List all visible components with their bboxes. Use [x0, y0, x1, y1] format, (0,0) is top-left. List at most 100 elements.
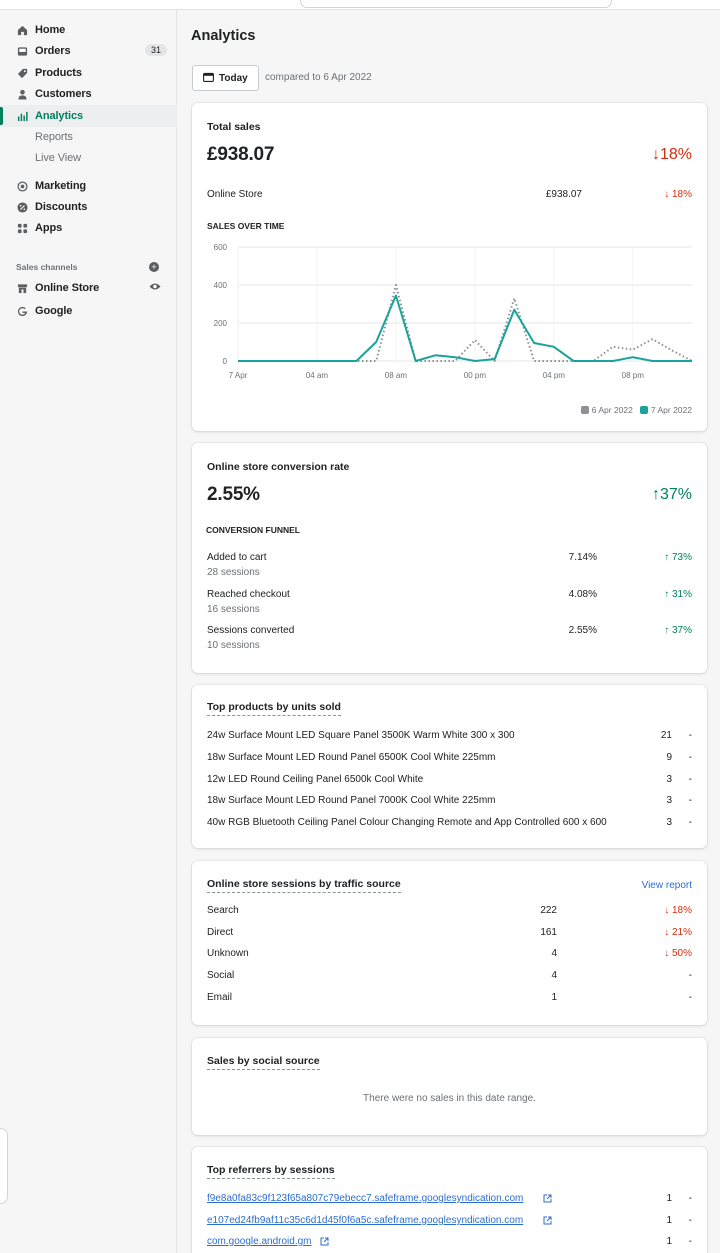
product-change: -: [688, 730, 692, 741]
product-name: 18w Surface Mount LED Round Panel 7000K …: [207, 795, 496, 806]
external-link-icon[interactable]: [543, 1216, 552, 1228]
traffic-source: Search: [207, 905, 239, 916]
nav-apps[interactable]: Apps: [0, 217, 177, 239]
traffic-sessions: 161: [540, 927, 557, 938]
funnel-change: ↑ 73%: [664, 552, 692, 563]
nav-google[interactable]: Google: [0, 300, 177, 322]
traffic-change: ↓ 18%: [664, 905, 692, 916]
eye-icon[interactable]: [149, 282, 161, 294]
nav-orders-label: Orders: [35, 45, 71, 57]
date-range-label: Today: [219, 72, 248, 84]
social-empty-text: There were no sales in this date range.: [363, 1093, 536, 1104]
external-link-icon[interactable]: [320, 1237, 329, 1249]
product-units: 3: [666, 795, 672, 806]
nav-home[interactable]: Home: [0, 19, 177, 41]
traffic-sessions: 1: [551, 992, 557, 1003]
apps-icon: [16, 222, 28, 234]
chart-legend: 6 Apr 2022 7 Apr 2022: [580, 405, 692, 415]
nav-analytics-label: Analytics: [35, 110, 84, 122]
traffic-source-card: Online store sessions by traffic source …: [192, 861, 707, 1025]
side-handle[interactable]: [0, 1128, 8, 1204]
funnel-label: Reached checkout: [207, 589, 290, 600]
search-bar[interactable]: [300, 0, 612, 8]
x-tick-label: 08 am: [385, 371, 408, 380]
nav-discounts[interactable]: Discounts: [0, 196, 177, 218]
x-tick-label: 04 pm: [543, 371, 566, 380]
social-source-title[interactable]: Sales by social source: [207, 1055, 320, 1070]
funnel-label: Added to cart: [207, 552, 267, 563]
sales-channels-heading: Sales channels: [16, 262, 78, 272]
referrers-title[interactable]: Top referrers by sessions: [207, 1164, 335, 1179]
date-range-button[interactable]: Today: [192, 65, 259, 91]
y-tick-label: 0: [223, 357, 228, 366]
product-name: 40w RGB Bluetooth Ceiling Panel Colour C…: [207, 817, 607, 828]
nav-online-store[interactable]: Online Store: [0, 277, 177, 299]
nav-marketing-label: Marketing: [35, 180, 87, 192]
nav-products-label: Products: [35, 67, 82, 79]
conversion-value: 2.55%: [207, 484, 260, 505]
y-tick-label: 600: [214, 243, 228, 252]
product-name: 18w Surface Mount LED Round Panel 6500K …: [207, 752, 496, 763]
referrer-link[interactable]: com.google.android.gm: [207, 1236, 312, 1247]
referrer-link[interactable]: f9e8a0fa83c9f123f65a807c79ebecc7.safefra…: [207, 1193, 524, 1204]
nav-online-store-label: Online Store: [35, 282, 100, 294]
conversion-change-arrow: ↑: [651, 486, 660, 503]
legend-label-7-apr: 7 Apr 2022: [650, 405, 692, 415]
traffic-source-title[interactable]: Online store sessions by traffic source: [207, 878, 401, 893]
target-icon: [16, 180, 28, 192]
product-change: -: [688, 817, 692, 828]
main-content: Analytics Today compared to 6 Apr 2022 T…: [177, 10, 720, 1253]
person-icon: [16, 88, 28, 100]
product-name: 24w Surface Mount LED Square Panel 3500K…: [207, 730, 515, 741]
traffic-source: Direct: [207, 927, 234, 938]
referrer-sessions: 1: [666, 1215, 672, 1226]
social-source-card: Sales by social source There were no sal…: [192, 1038, 707, 1135]
nav-analytics[interactable]: Analytics: [0, 105, 177, 127]
total-sales-card: Total sales £938.07 ↓18% Online Store £9…: [192, 103, 707, 431]
referrer-link[interactable]: e107ed24fb9af11c35c6d1d45f0f6a5c.safefra…: [207, 1215, 524, 1226]
conversion-funnel-title: CONVERSION FUNNEL: [206, 525, 300, 535]
traffic-change: ↓ 21%: [664, 927, 692, 938]
nav-live-view[interactable]: Live View: [0, 147, 177, 169]
traffic-change: -: [688, 992, 692, 1003]
funnel-change: ↑ 31%: [664, 589, 692, 600]
referrer-change: -: [688, 1215, 692, 1226]
product-change: -: [688, 752, 692, 763]
view-report-link[interactable]: View report: [641, 880, 692, 891]
nav-marketing[interactable]: Marketing: [0, 175, 177, 197]
funnel-label: Sessions converted: [207, 625, 295, 636]
referrer-sessions: 1: [666, 1193, 672, 1204]
compare-text: compared to 6 Apr 2022: [265, 72, 372, 83]
series-line-1: [238, 294, 692, 362]
x-tick-label: 04 am: [306, 371, 329, 380]
total-sales-value: £938.07: [207, 144, 275, 165]
traffic-change: ↓ 50%: [664, 948, 692, 959]
nav-products[interactable]: Products: [0, 62, 177, 84]
total-sales-title: Total sales: [207, 121, 261, 133]
funnel-sessions: 28 sessions: [207, 567, 260, 578]
top-products-card: Top products by units sold 24w Surface M…: [192, 685, 707, 848]
y-tick-label: 200: [214, 319, 228, 328]
x-tick-label: 08 pm: [622, 371, 645, 380]
add-channel-icon[interactable]: +: [149, 262, 159, 272]
nav-reports[interactable]: Reports: [0, 126, 177, 148]
external-link-icon[interactable]: [543, 1194, 552, 1206]
product-units: 9: [666, 752, 672, 763]
nav-google-label: Google: [35, 305, 73, 317]
top-products-title[interactable]: Top products by units sold: [207, 701, 341, 716]
nav-orders[interactable]: Orders 31: [0, 40, 177, 62]
product-units: 3: [666, 817, 672, 828]
sales-over-time-chart: 0 200 400 600 7 Apr 04 am 08 am 00 pm 04 pm 08 pm: [214, 243, 693, 380]
conversion-change-value: 37%: [659, 486, 692, 503]
legend-swatch-7-apr: [639, 406, 648, 414]
traffic-sessions: 4: [551, 970, 557, 981]
orders-count-badge: 31: [144, 44, 167, 56]
funnel-rate: 2.55%: [568, 625, 597, 636]
conversion-change: ↑37%: [652, 486, 692, 504]
bar-chart-icon: [16, 110, 28, 122]
traffic-source: Social: [207, 970, 235, 981]
funnel-sessions: 16 sessions: [207, 604, 260, 615]
conversion-card: Online store conversion rate 2.55% ↑37% …: [192, 443, 707, 673]
nav-customers[interactable]: Customers: [0, 83, 177, 105]
nav-home-label: Home: [35, 24, 66, 36]
